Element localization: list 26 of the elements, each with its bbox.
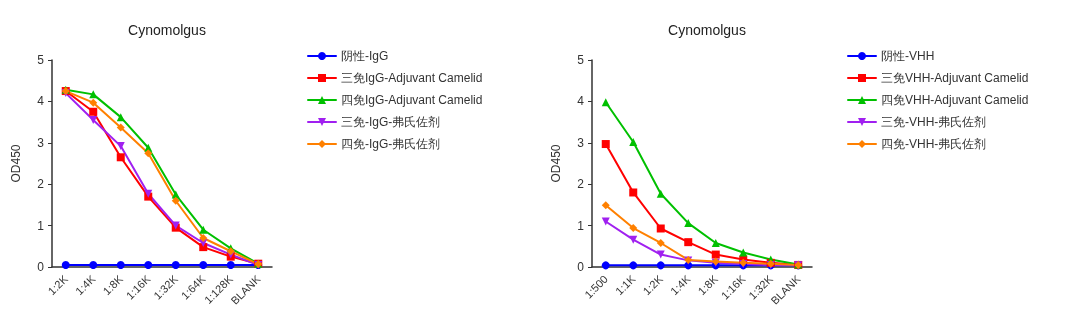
y-axis-title: OD450 <box>9 144 23 183</box>
y-tick-label: 5 <box>577 53 585 67</box>
y-tick-label: 0 <box>577 260 585 274</box>
chart-title: Cynomolgus <box>128 22 206 38</box>
y-tick-label: 0 <box>37 260 45 274</box>
y-tick-label: 1 <box>577 218 585 233</box>
legend-label: 四免-IgG-弗氏佐剂 <box>341 137 441 151</box>
legend-label: 阴性-VHH <box>881 49 935 63</box>
legend-label: 三免-VHH-弗氏佐剂 <box>881 115 987 129</box>
y-tick-label: 3 <box>577 135 585 150</box>
y-tick-label: 4 <box>37 94 45 109</box>
y-tick-label: 4 <box>577 94 585 109</box>
legend-label: 四免IgG-Adjuvant Camelid <box>341 93 483 107</box>
chart-title: Cynomolgus <box>668 22 746 38</box>
legend-label: 三免-IgG-弗氏佐剂 <box>341 115 441 129</box>
legend-label: 三免VHH-Adjuvant Camelid <box>881 71 1029 85</box>
y-tick-label: 3 <box>37 135 45 150</box>
y-tick-label: 2 <box>577 177 585 192</box>
y-tick-label: 5 <box>37 53 45 67</box>
y-tick-label: 2 <box>37 177 45 192</box>
legend-label: 四免VHH-Adjuvant Camelid <box>881 93 1029 107</box>
legend-label: 四免-VHH-弗氏佐剂 <box>881 137 987 151</box>
y-tick-label: 1 <box>37 218 45 233</box>
y-axis-title: OD450 <box>549 144 563 183</box>
legend-label: 阴性-IgG <box>341 49 389 63</box>
legend-label: 三免IgG-Adjuvant Camelid <box>341 71 483 85</box>
